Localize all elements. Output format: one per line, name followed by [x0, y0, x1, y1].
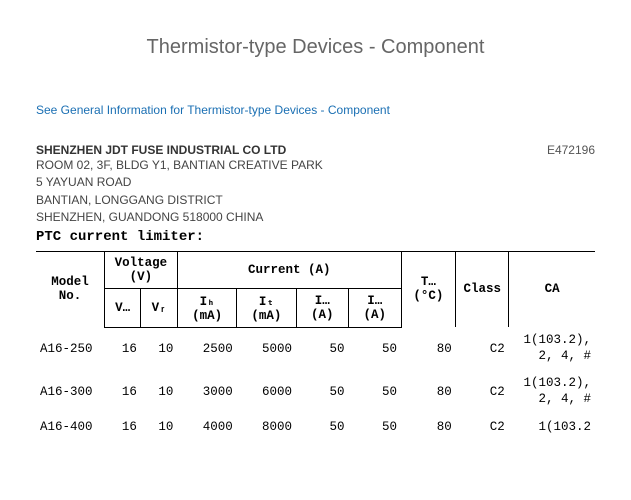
col-ca: CA	[509, 251, 595, 327]
table-row: A16-250 16 10 2500 5000 50 50 80 C2 1(10…	[36, 327, 595, 370]
cell-model: A16-250	[36, 327, 104, 370]
page-title: Thermistor-type Devices - Component	[36, 36, 595, 59]
cell-i1: 50	[296, 414, 348, 442]
col-it: Iₜ (mA)	[237, 288, 296, 327]
col-current-group: Current (A)	[177, 251, 401, 288]
table-body: A16-250 16 10 2500 5000 50 50 80 C2 1(10…	[36, 327, 595, 441]
table-row: A16-300 16 10 3000 6000 50 50 80 C2 1(10…	[36, 370, 595, 413]
spec-table: Model No. Voltage (V) Current (A) T… (°C…	[36, 251, 595, 442]
cell-vmax: 16	[104, 414, 141, 442]
cell-ca: 1(103.2), 2, 4, #	[509, 370, 595, 413]
cell-class: C2	[456, 370, 509, 413]
address-block: SHENZHEN JDT FUSE INDUSTRIAL CO LTD E472…	[36, 143, 595, 227]
col-model: Model No.	[36, 251, 104, 327]
general-info-link[interactable]: See General Information for Thermistor-t…	[36, 103, 595, 117]
cell-class: C2	[456, 414, 509, 442]
col-vr: Vᵣ	[141, 288, 178, 327]
section-label: PTC current limiter:	[36, 229, 595, 245]
cell-model: A16-400	[36, 414, 104, 442]
company-name: SHENZHEN JDT FUSE INDUSTRIAL CO LTD	[36, 143, 286, 157]
address-line-1: ROOM 02, 3F, BLDG Y1, BANTIAN CREATIVE P…	[36, 157, 595, 174]
col-imax2: I… (A)	[349, 288, 401, 327]
cell-i2: 50	[349, 327, 401, 370]
cell-it: 5000	[237, 327, 296, 370]
file-number: E472196	[547, 143, 595, 157]
col-class: Class	[456, 251, 509, 327]
cell-ih: 3000	[177, 370, 236, 413]
cell-ca: 1(103.2	[509, 414, 595, 442]
cell-vr: 10	[141, 327, 178, 370]
table-row: A16-400 16 10 4000 8000 50 50 80 C2 1(10…	[36, 414, 595, 442]
cell-ih: 4000	[177, 414, 236, 442]
cell-class: C2	[456, 327, 509, 370]
address-line-2: 5 YAYUAN ROAD	[36, 174, 595, 191]
cell-vr: 10	[141, 414, 178, 442]
cell-ih: 2500	[177, 327, 236, 370]
col-ih: Iₕ (mA)	[177, 288, 236, 327]
cell-model: A16-300	[36, 370, 104, 413]
cell-t: 80	[401, 370, 456, 413]
cell-i2: 50	[349, 414, 401, 442]
col-imax1: I… (A)	[296, 288, 348, 327]
cell-i1: 50	[296, 327, 348, 370]
cell-i1: 50	[296, 370, 348, 413]
cell-it: 6000	[237, 370, 296, 413]
cell-it: 8000	[237, 414, 296, 442]
cell-vr: 10	[141, 370, 178, 413]
col-vmax: V…	[104, 288, 141, 327]
address-line-4: SHENZHEN, GUANDONG 518000 CHINA	[36, 209, 595, 226]
cell-vmax: 16	[104, 370, 141, 413]
col-tmax: T… (°C)	[401, 251, 456, 327]
col-voltage-group: Voltage (V)	[104, 251, 177, 288]
cell-ca: 1(103.2), 2, 4, #	[509, 327, 595, 370]
cell-t: 80	[401, 414, 456, 442]
address-line-3: BANTIAN, LONGGANG DISTRICT	[36, 192, 595, 209]
cell-t: 80	[401, 327, 456, 370]
cell-vmax: 16	[104, 327, 141, 370]
cell-i2: 50	[349, 370, 401, 413]
